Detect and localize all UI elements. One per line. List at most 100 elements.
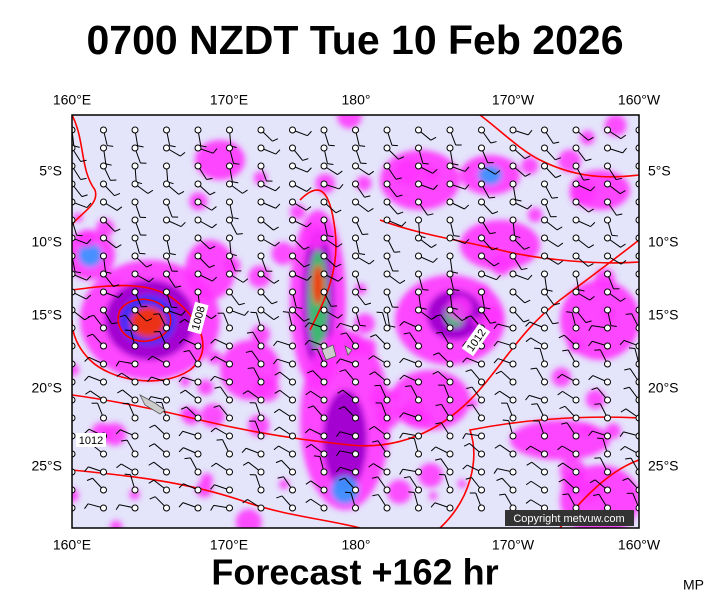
station (132, 217, 138, 223)
station (510, 217, 516, 223)
barb-flag (54, 337, 59, 341)
station (416, 361, 422, 367)
station (101, 505, 107, 511)
station (447, 505, 453, 511)
station (573, 235, 579, 241)
station (353, 307, 359, 313)
station (321, 307, 327, 313)
station (164, 289, 170, 295)
station (605, 325, 611, 331)
station (195, 397, 201, 403)
station (132, 469, 138, 475)
station (416, 145, 422, 151)
station (384, 145, 390, 151)
station (353, 451, 359, 457)
station (605, 343, 611, 349)
station (195, 415, 201, 421)
station (573, 397, 579, 403)
station (447, 127, 453, 133)
station (164, 253, 170, 259)
station (573, 325, 579, 331)
barb-flag (647, 143, 653, 144)
station (573, 343, 579, 349)
station (101, 397, 107, 403)
station (227, 325, 233, 331)
station (353, 433, 359, 439)
station (447, 271, 453, 277)
station (258, 217, 264, 223)
barb-flag (423, 163, 429, 164)
station (479, 379, 485, 385)
barb-flag (642, 272, 648, 273)
station (227, 181, 233, 187)
lat-label: 10°S (31, 234, 62, 250)
station (164, 361, 170, 367)
station (384, 307, 390, 313)
station (542, 343, 548, 349)
station (101, 145, 107, 151)
station (384, 451, 390, 457)
station (258, 325, 264, 331)
station (290, 343, 296, 349)
station (258, 181, 264, 187)
station (384, 469, 390, 475)
station (510, 253, 516, 259)
lat-label: 25°S (648, 458, 679, 474)
station (447, 361, 453, 367)
lon-label: 180° (342, 92, 371, 108)
station (605, 307, 611, 313)
station (258, 271, 264, 277)
station (416, 127, 422, 133)
station (573, 289, 579, 295)
station (227, 343, 233, 349)
station (321, 271, 327, 277)
barb-staff (57, 358, 72, 364)
barb-flag (405, 386, 411, 387)
station (510, 307, 516, 313)
station (195, 235, 201, 241)
station (384, 271, 390, 277)
station (384, 127, 390, 133)
rain-cell (580, 423, 593, 436)
barb-flag (626, 314, 632, 315)
station (321, 415, 327, 421)
station (195, 199, 201, 205)
station (416, 433, 422, 439)
station (353, 343, 359, 349)
station (542, 433, 548, 439)
lat-label: 5°S (648, 163, 671, 179)
station (510, 127, 516, 133)
station (353, 217, 359, 223)
station (605, 217, 611, 223)
station (479, 199, 485, 205)
station (101, 289, 107, 295)
barb-staff (639, 220, 644, 235)
station (258, 433, 264, 439)
station (416, 379, 422, 385)
corner-label: MP (683, 577, 704, 593)
station (321, 469, 327, 475)
lat-label: 20°S (31, 380, 62, 396)
station (132, 505, 138, 511)
station (290, 127, 296, 133)
station (353, 505, 359, 511)
station (132, 361, 138, 367)
barb-staff (639, 130, 647, 144)
station (101, 235, 107, 241)
barb-flag (647, 215, 653, 216)
station (101, 379, 107, 385)
station (164, 307, 170, 313)
lon-label: 180° (342, 537, 371, 553)
station (447, 181, 453, 187)
station (605, 487, 611, 493)
title: 0700 NZDT Tue 10 Feb 2026 (86, 17, 623, 63)
station (447, 325, 453, 331)
station (447, 217, 453, 223)
station (416, 325, 422, 331)
lon-label: 160°W (618, 537, 661, 553)
station (227, 289, 233, 295)
station (164, 199, 170, 205)
lon-label: 160°W (618, 92, 661, 108)
barb-flag (594, 458, 600, 459)
station (605, 271, 611, 277)
